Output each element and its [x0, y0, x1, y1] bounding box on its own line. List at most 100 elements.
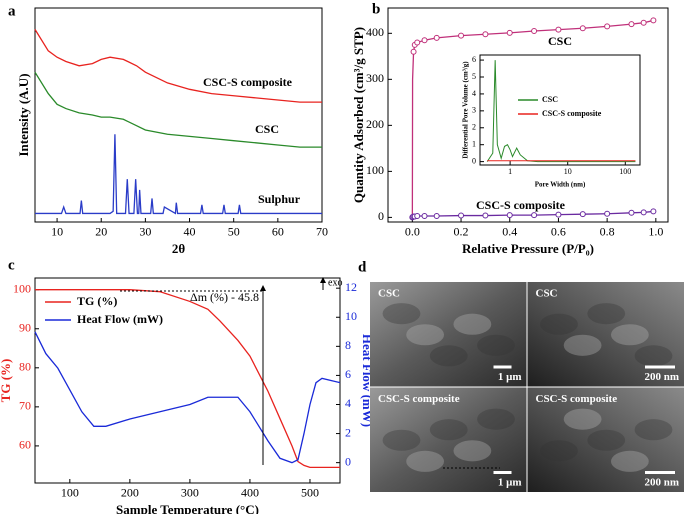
- sem-texture: [453, 440, 492, 462]
- data-point: [579, 25, 586, 32]
- y2-tick-label: 10: [345, 309, 357, 323]
- arrow-head: [260, 285, 266, 291]
- x-tick-label: 300: [181, 486, 199, 500]
- data-point: [433, 213, 440, 220]
- image-label: CSC-S composite: [378, 393, 460, 405]
- sem-image: [527, 387, 684, 492]
- y-tick-label: 0: [472, 156, 476, 165]
- x-tick-label: 400: [241, 486, 259, 500]
- data-point: [410, 48, 417, 55]
- scale-label: 200 nm: [644, 371, 679, 383]
- series-line: [34, 331, 341, 464]
- sem-texture: [563, 334, 602, 356]
- y-axis-label: TG (%): [0, 359, 13, 403]
- x-tick-label: 0.8: [600, 225, 615, 239]
- sem-texture: [429, 419, 468, 441]
- y-tick-label: 2: [472, 123, 476, 132]
- series-label: CSC-S composite: [476, 198, 566, 212]
- series-line: [486, 60, 636, 163]
- x-tick-label: 60: [272, 225, 284, 239]
- data-point: [628, 209, 635, 216]
- arrow-head: [320, 277, 326, 283]
- data-point: [482, 212, 489, 219]
- y-tick-label: 100: [366, 163, 384, 177]
- sem-texture: [634, 419, 673, 441]
- scale-label: 200 nm: [644, 477, 679, 489]
- sem-texture: [477, 408, 515, 430]
- data-point: [555, 211, 562, 218]
- y-axis-label: Intensity (A.U): [16, 73, 31, 156]
- legend-label: TG (%): [77, 294, 117, 308]
- y-tick-label: 5: [472, 72, 476, 81]
- sem-image: [370, 387, 527, 492]
- x-axis-label: Sample Temperature (°C): [116, 502, 259, 514]
- plot-frame: [479, 54, 641, 166]
- sem-image: [370, 282, 527, 387]
- y-tick-label: 6: [472, 55, 476, 64]
- y-tick-label: 300: [366, 71, 384, 85]
- series-line: [34, 29, 322, 103]
- x-tick-label: 500: [301, 486, 319, 500]
- y2-tick-label: 0: [345, 454, 351, 468]
- x-tick-label: 20: [95, 225, 107, 239]
- data-point: [414, 39, 421, 46]
- panel-letter: c: [8, 257, 15, 273]
- x-tick-label: 40: [184, 225, 196, 239]
- x-axis-label: 2θ: [172, 241, 186, 256]
- sem-texture: [540, 313, 578, 335]
- data-point: [604, 210, 611, 217]
- data-point: [421, 37, 428, 44]
- series-label: Sulphur: [258, 192, 301, 206]
- y-tick-label: 100: [13, 281, 31, 295]
- series-label: CSC: [255, 122, 279, 136]
- x-tick-label: 0.2: [454, 225, 469, 239]
- x-tick-label: 10: [51, 225, 63, 239]
- data-point: [458, 32, 465, 39]
- series-label: CSC-S composite: [203, 75, 293, 89]
- plot-frame: [34, 7, 323, 223]
- x-tick-label: 100: [619, 167, 631, 176]
- y-tick-label: 90: [19, 321, 31, 335]
- x-tick-label: 30: [139, 225, 151, 239]
- x-tick-label: 70: [316, 225, 328, 239]
- sem-texture: [634, 345, 673, 367]
- sem-texture: [477, 334, 515, 356]
- data-point: [506, 212, 513, 219]
- x-tick-label: 0.4: [502, 225, 517, 239]
- image-label: CSC-S composite: [536, 393, 618, 405]
- x-tick-label: 100: [61, 486, 79, 500]
- data-point: [482, 31, 489, 38]
- scale-bar: [493, 471, 512, 474]
- annotation: Δm (%) - 45.8: [190, 290, 259, 304]
- x-tick-label: 0.6: [551, 225, 566, 239]
- data-point: [506, 29, 513, 36]
- sem-texture: [610, 450, 649, 472]
- y-tick-label: 1: [472, 140, 476, 149]
- panel-letter: a: [8, 3, 16, 19]
- data-point: [421, 213, 428, 220]
- sem-texture: [453, 313, 492, 335]
- scale-bar: [493, 365, 512, 369]
- x-tick-label: 200: [121, 486, 139, 500]
- data-point: [640, 19, 647, 26]
- data-point: [579, 211, 586, 218]
- y-tick-label: 4: [472, 89, 476, 98]
- sem-texture: [610, 324, 649, 346]
- image-label: CSC: [378, 288, 400, 300]
- series-line: [35, 134, 322, 215]
- scale-bar: [645, 365, 675, 369]
- y2-tick-label: 12: [345, 280, 357, 294]
- sem-texture: [406, 450, 445, 472]
- y-axis-label: Quantity Adsorbed (cm³/g STP): [351, 27, 366, 203]
- sem-texture: [563, 408, 602, 430]
- sem-texture: [540, 440, 578, 462]
- legend-label: Heat Flow (mW): [77, 312, 163, 326]
- sem-texture: [382, 303, 421, 325]
- sem-texture: [587, 429, 626, 451]
- series-line: [35, 289, 340, 469]
- plot-frame: [34, 277, 341, 484]
- annotation: exo: [328, 277, 342, 288]
- data-point: [531, 212, 538, 219]
- y-tick-label: 70: [19, 399, 31, 413]
